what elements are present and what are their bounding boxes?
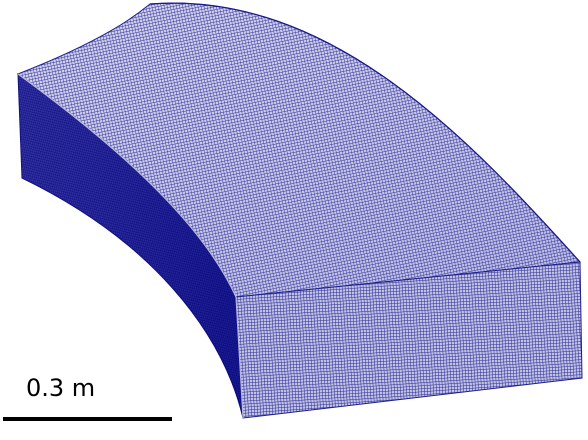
mesh-edge-top-outer [149, 2, 581, 263]
mesh-side-face-shade [18, 74, 243, 418]
scale-bar [3, 417, 172, 421]
scale-bar-label: 0.3 m [26, 374, 96, 402]
mesh-front-face-shade [236, 262, 582, 418]
mesh-top-face-shade [18, 3, 580, 298]
mesh-edge-front-vertical [235, 296, 244, 419]
mesh-edge-top-inner [17, 73, 237, 298]
